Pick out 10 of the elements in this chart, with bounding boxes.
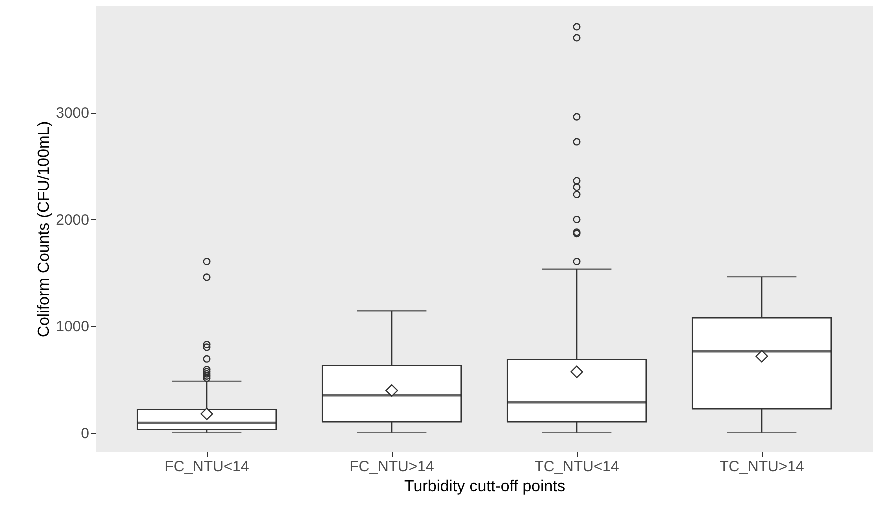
y-tick-label: 3000 [56,105,90,122]
y-axis-title: Coliform Counts (CFU/100mL) [36,121,54,338]
y-tick-label: 1000 [56,318,90,336]
y-tick-label: 0 [81,425,90,442]
x-tick-label: FC_NTU<14 [164,458,250,476]
y-tick-label: 2000 [56,212,90,229]
x-tick-label: TC_NTU>14 [720,458,804,476]
x-axis-title: Turbidity cutt-off points [404,478,566,496]
x-tick-label: TC_NTU<14 [534,458,620,476]
x-tick-label: FC_NTU>14 [350,458,434,476]
